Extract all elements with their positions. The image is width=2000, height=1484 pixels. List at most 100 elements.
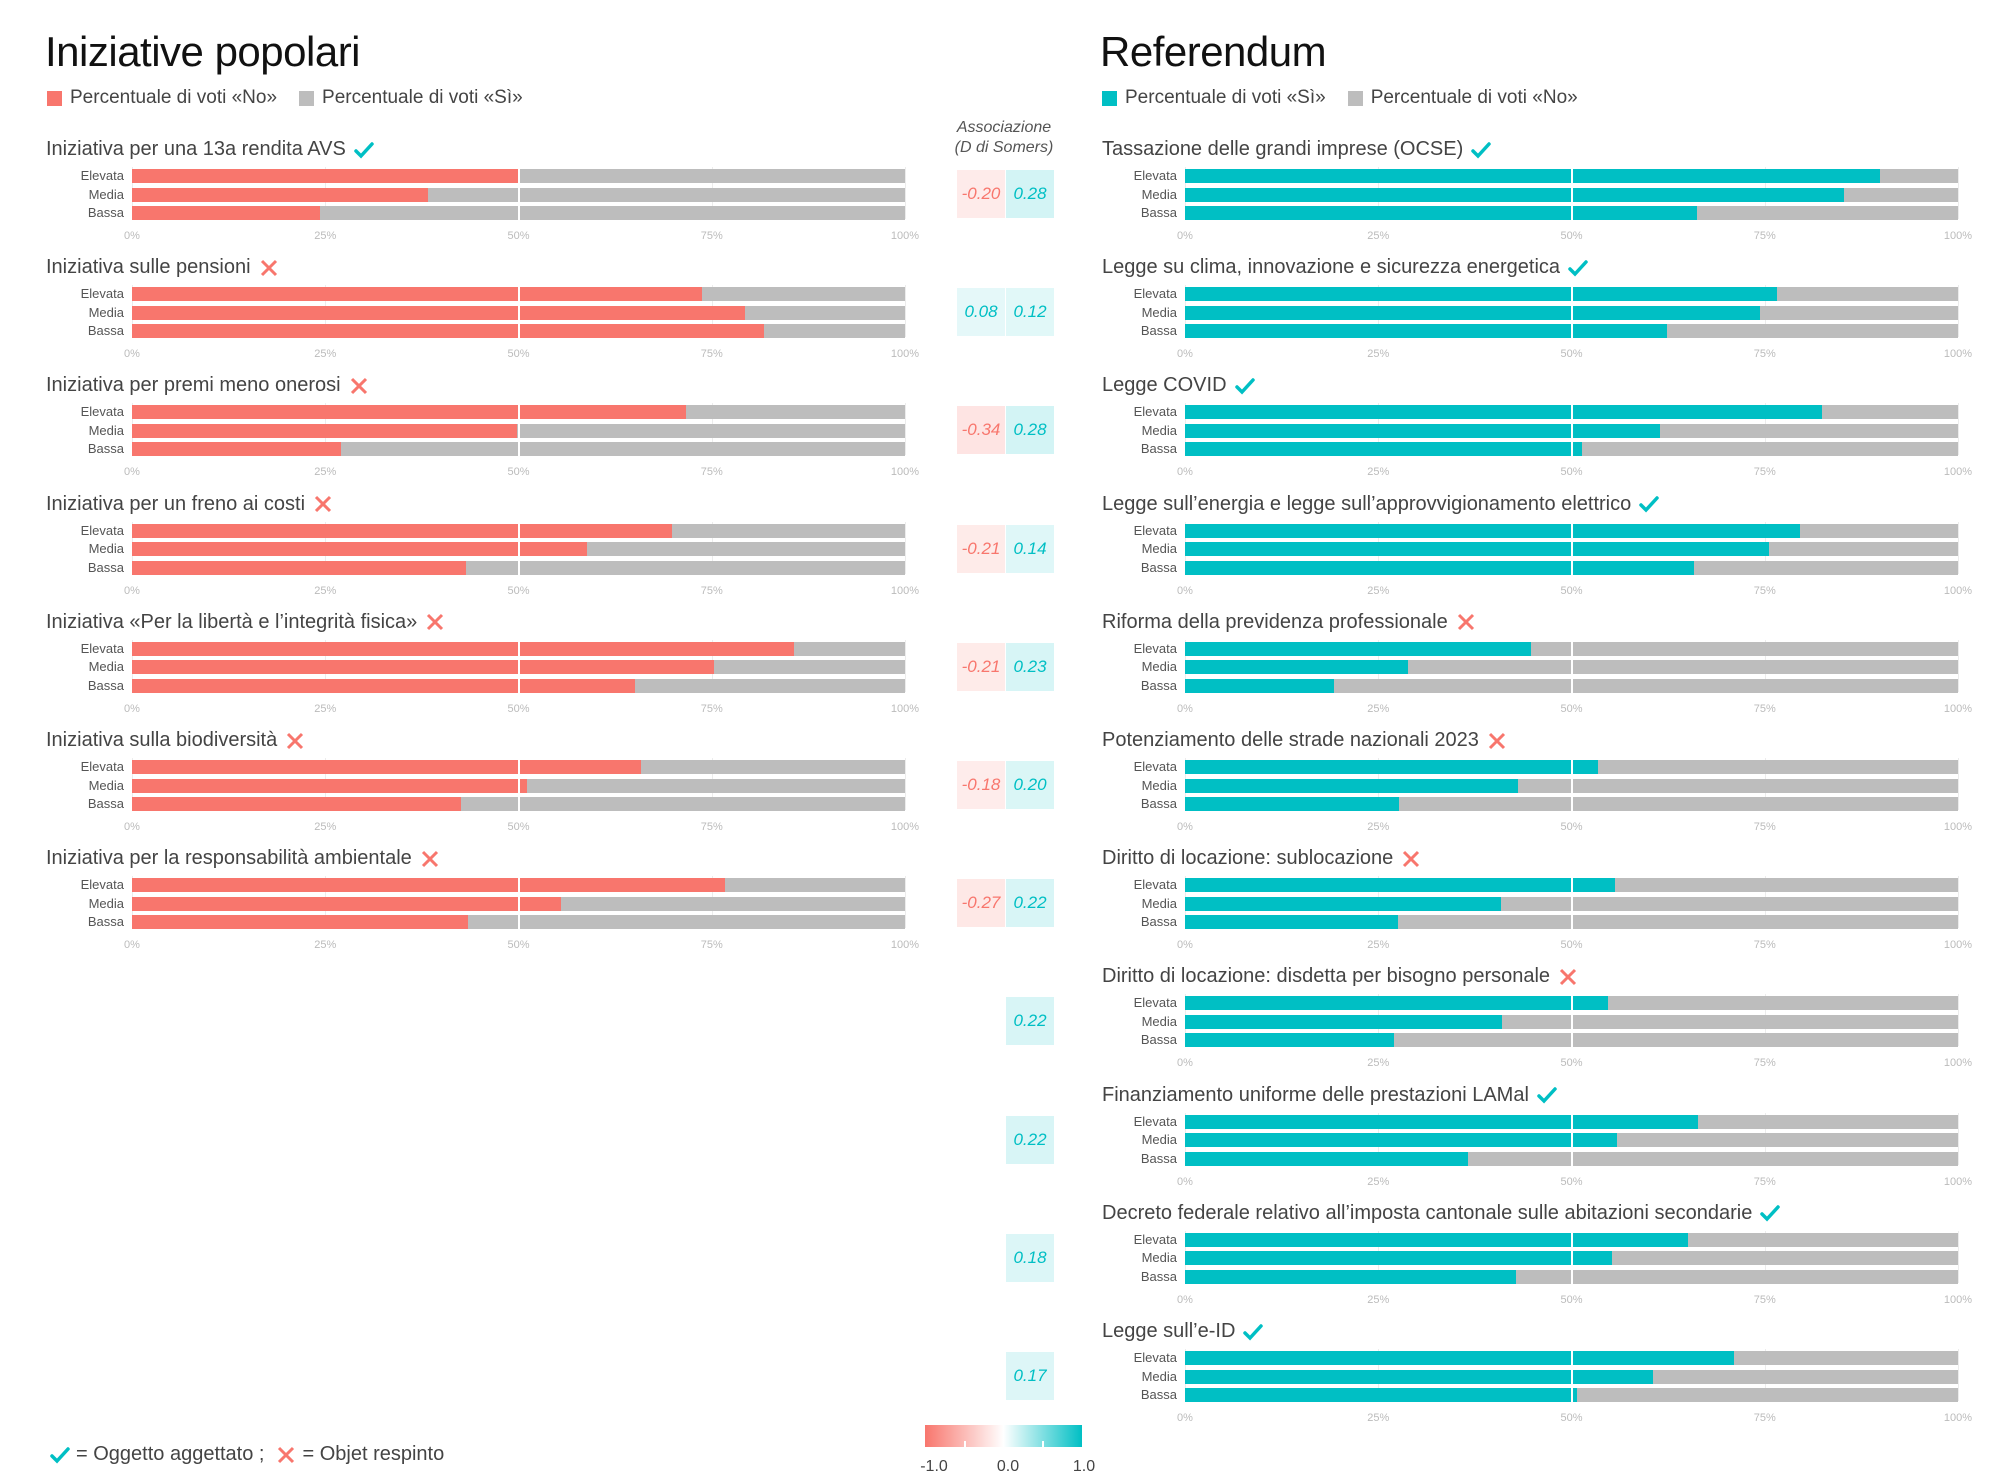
x-tick-label: 75% bbox=[1753, 1057, 1776, 1070]
row-label: Bassa bbox=[87, 323, 124, 339]
x-tick-label: 50% bbox=[1560, 584, 1583, 597]
bar-bassa bbox=[1185, 678, 1335, 693]
row-label: Media bbox=[1141, 186, 1177, 202]
check-icon bbox=[1760, 1205, 1781, 1222]
cross-icon bbox=[278, 1446, 295, 1463]
bar-bassa bbox=[1185, 915, 1399, 930]
x-tick-label: 100% bbox=[1943, 821, 1973, 833]
item-title-text: Iniziativa «Per la libertà e l’integrità… bbox=[46, 610, 418, 633]
x-tick-label: 75% bbox=[700, 584, 723, 597]
bar-elevata bbox=[132, 641, 794, 656]
x-tick-label: 25% bbox=[1367, 230, 1390, 242]
row-label: Bassa bbox=[87, 796, 124, 811]
row-label: Elevata bbox=[1133, 995, 1177, 1011]
item-block: Potenziamento delle strade nazionali 202… bbox=[1102, 729, 1998, 839]
row-label: Elevata bbox=[80, 522, 124, 538]
x-tick-label: 50% bbox=[1560, 1057, 1583, 1070]
bar-media bbox=[132, 542, 588, 557]
row-label: Media bbox=[88, 777, 124, 793]
row-label: Bassa bbox=[1140, 1150, 1177, 1166]
x-tick-label: 0% bbox=[1177, 466, 1193, 479]
item-title: Iniziativa per una 13a rendita AVS bbox=[46, 138, 374, 161]
x-tick-label: 50% bbox=[507, 348, 530, 361]
x-tick-label: 0% bbox=[1177, 1057, 1193, 1070]
x-tick-label: 100% bbox=[1943, 466, 1973, 479]
bar-elevata bbox=[1185, 169, 1880, 183]
item-block: Iniziativa «Per la libertà e l’integrità… bbox=[46, 611, 945, 721]
x-tick-label: 75% bbox=[700, 348, 723, 361]
x-tick-label: 50% bbox=[1560, 702, 1583, 715]
x-tick-label: 100% bbox=[1943, 702, 1973, 715]
item-title: Diritto di locazione: disdetta per bisog… bbox=[1102, 965, 1578, 988]
midline-50 bbox=[1570, 876, 1573, 931]
x-tick-label: 75% bbox=[1753, 466, 1776, 479]
gridline bbox=[1958, 403, 1959, 456]
x-tick-label: 0% bbox=[124, 466, 140, 479]
bar-bassa bbox=[1185, 797, 1400, 811]
row-label: Bassa bbox=[87, 441, 124, 457]
item-title-text: Potenziamento delle strade nazionali 202… bbox=[1102, 729, 1479, 751]
x-tick-label: 25% bbox=[1367, 939, 1390, 952]
bar-bassa bbox=[132, 206, 320, 220]
x-tick-label: 25% bbox=[1367, 466, 1390, 479]
row-label: Media bbox=[1141, 1013, 1177, 1029]
x-tick-label: 100% bbox=[1943, 939, 1973, 952]
item-title-text: Iniziativa sulla biodiversità bbox=[46, 729, 278, 751]
row-label: Bassa bbox=[87, 205, 124, 220]
bar-media bbox=[1185, 423, 1660, 438]
legend-label-no: Percentuale di voti «No» bbox=[1370, 87, 1578, 108]
footnote-accepted-label: = Oggetto aggettato ; bbox=[76, 1443, 265, 1465]
row-label: Bassa bbox=[1140, 205, 1177, 220]
association-cell: -0.27 bbox=[957, 879, 1005, 928]
gridline bbox=[1958, 1112, 1959, 1165]
row-label: Media bbox=[1141, 777, 1177, 793]
midline-50 bbox=[1570, 639, 1573, 694]
bar-bassa bbox=[1185, 1269, 1516, 1284]
bar-media bbox=[1185, 1251, 1612, 1266]
x-tick-label: 50% bbox=[1560, 348, 1583, 361]
midline-50 bbox=[1570, 994, 1573, 1049]
x-tick-label: 0% bbox=[1177, 939, 1193, 952]
x-tick-label: 50% bbox=[1560, 1293, 1583, 1306]
midline-50 bbox=[517, 758, 520, 812]
gridline bbox=[905, 521, 906, 574]
colorbar-tick bbox=[964, 1441, 966, 1447]
gridline bbox=[905, 758, 906, 810]
association-cell: 0.20 bbox=[1006, 761, 1054, 809]
x-tick-label: 100% bbox=[890, 939, 920, 952]
item-title-text: Iniziativa per una 13a rendita AVS bbox=[46, 138, 346, 160]
check-icon bbox=[1639, 496, 1659, 513]
bar-elevata bbox=[132, 878, 725, 893]
right-legend: Percentuale di voti «Sì» Percentuale di … bbox=[1102, 87, 1578, 109]
midline-50 bbox=[1570, 167, 1573, 221]
x-tick-label: 0% bbox=[124, 230, 140, 242]
x-tick-label: 75% bbox=[700, 821, 723, 833]
item-block: Riforma della previdenza professionale El… bbox=[1102, 611, 1998, 721]
row-label: Media bbox=[88, 895, 124, 911]
row-label: Bassa bbox=[87, 914, 124, 930]
gridline bbox=[1958, 1230, 1959, 1283]
x-tick-label: 25% bbox=[1367, 584, 1390, 597]
cross-icon bbox=[1559, 968, 1577, 985]
x-tick-label: 0% bbox=[1177, 584, 1193, 597]
bar-elevata bbox=[1185, 1114, 1699, 1129]
midline-50 bbox=[517, 639, 520, 694]
bar-elevata bbox=[1185, 405, 1822, 420]
x-tick-label: 25% bbox=[314, 230, 337, 242]
item-block: Iniziativa sulla biodiversità Elevata Medi… bbox=[46, 729, 945, 839]
item-block: Tassazione delle grandi imprese (OCSE) El… bbox=[1102, 138, 1998, 248]
colorbar-min-label: -1.0 bbox=[920, 1458, 948, 1475]
x-tick-label: 0% bbox=[124, 821, 140, 833]
colorbar-max-label: 1.0 bbox=[1072, 1458, 1096, 1475]
x-tick-label: 25% bbox=[1367, 702, 1390, 715]
bar-elevata bbox=[1185, 641, 1532, 656]
legend-swatch-no bbox=[47, 90, 62, 106]
check-icon bbox=[1243, 1323, 1264, 1341]
x-tick-label: 50% bbox=[507, 702, 530, 715]
x-tick-label: 50% bbox=[1560, 466, 1583, 479]
cross-icon bbox=[287, 732, 304, 749]
midline-50 bbox=[1570, 758, 1573, 812]
bar-media bbox=[132, 187, 429, 202]
bar-bassa bbox=[132, 678, 636, 693]
association-cell: -0.20 bbox=[957, 170, 1005, 218]
